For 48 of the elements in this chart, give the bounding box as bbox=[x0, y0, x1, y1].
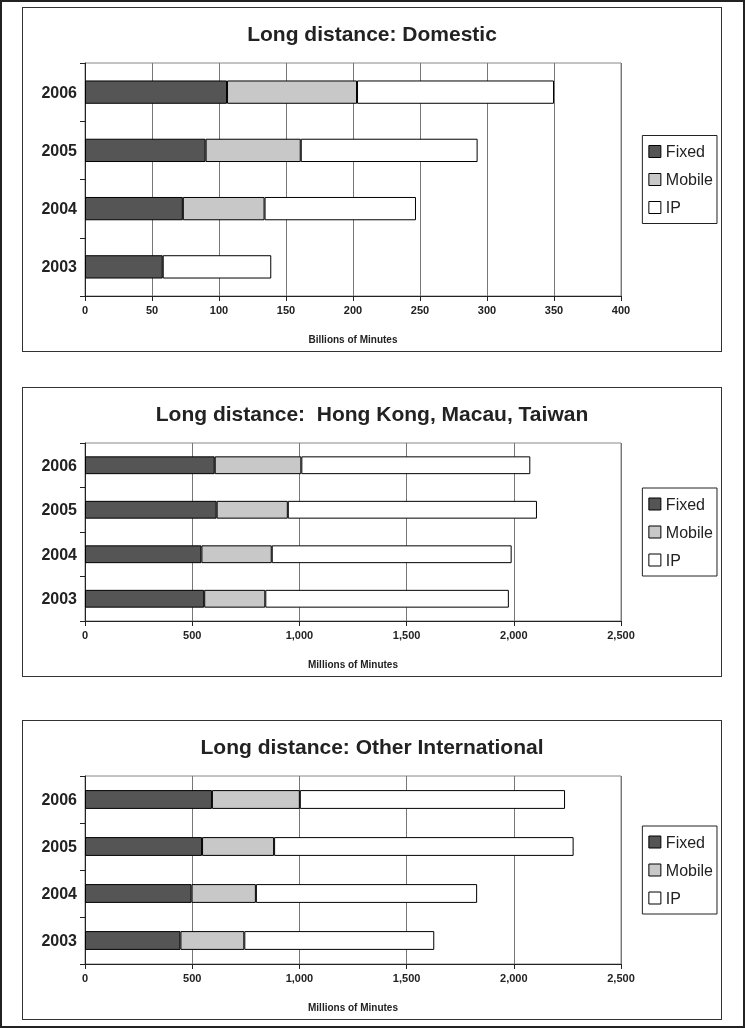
y-tick-label: 2003 bbox=[41, 258, 78, 276]
chart-title: Long distance: Hong Kong, Macau, Taiwan bbox=[155, 402, 589, 425]
legend-label: Fixed bbox=[665, 143, 705, 160]
legend-label: Mobile bbox=[665, 861, 714, 879]
x-tick-label: 1,500 bbox=[392, 971, 421, 984]
y-tick-label: 2006 bbox=[41, 83, 78, 101]
y-tick-label: 2005 bbox=[41, 141, 78, 159]
y-tick-label: 2003 bbox=[41, 932, 78, 949]
x-tick-label: 1,000 bbox=[285, 971, 314, 984]
x-tick-label: 200 bbox=[343, 303, 363, 316]
legend-label: Mobile bbox=[665, 523, 714, 541]
x-tick-label: 0 bbox=[81, 971, 89, 984]
x-axis-title: Millions of Minutes bbox=[308, 658, 399, 670]
legend-label: Fixed bbox=[665, 495, 705, 513]
x-tick-label: 50 bbox=[145, 303, 159, 316]
x-tick-label: 1,000 bbox=[285, 628, 314, 641]
x-tick-label: 400 bbox=[611, 303, 631, 316]
x-tick-label: 500 bbox=[183, 971, 202, 984]
x-axis-title: Billions of Minutes bbox=[308, 333, 398, 345]
y-tick-label: 2003 bbox=[41, 590, 78, 608]
y-tick-label: 2004 bbox=[41, 885, 78, 902]
y-tick-label: 2006 bbox=[41, 456, 78, 474]
x-tick-label: 1,500 bbox=[392, 628, 421, 641]
y-tick-label: 2004 bbox=[41, 200, 78, 218]
y-tick-label: 2006 bbox=[41, 791, 78, 808]
legend-label: Fixed bbox=[665, 833, 705, 851]
y-tick-label: 2005 bbox=[41, 501, 78, 519]
x-tick-label: 2,500 bbox=[607, 971, 635, 984]
x-axis-title: Millions of Minutes bbox=[308, 1001, 399, 1013]
x-tick-label: 300 bbox=[477, 303, 497, 316]
x-tick-label: 2,000 bbox=[500, 628, 528, 641]
legend-label: IP bbox=[665, 551, 681, 569]
chart-title: Long distance: Domestic bbox=[247, 22, 498, 45]
y-tick-label: 2005 bbox=[41, 838, 78, 855]
x-tick-label: 0 bbox=[81, 628, 89, 641]
legend-label: IP bbox=[665, 199, 681, 216]
x-tick-label: 350 bbox=[544, 303, 564, 316]
x-tick-label: 0 bbox=[81, 303, 89, 316]
legend-label: IP bbox=[665, 889, 681, 907]
x-tick-label: 100 bbox=[209, 303, 229, 316]
y-tick-label: 2004 bbox=[41, 545, 78, 563]
x-tick-label: 2,000 bbox=[500, 971, 528, 984]
x-tick-label: 2,500 bbox=[607, 628, 635, 641]
chart-title: Long distance: Other International bbox=[200, 735, 544, 758]
legend-label: Mobile bbox=[665, 171, 714, 188]
x-tick-label: 250 bbox=[410, 303, 430, 316]
x-tick-label: 150 bbox=[276, 303, 296, 316]
x-tick-label: 500 bbox=[183, 628, 202, 641]
